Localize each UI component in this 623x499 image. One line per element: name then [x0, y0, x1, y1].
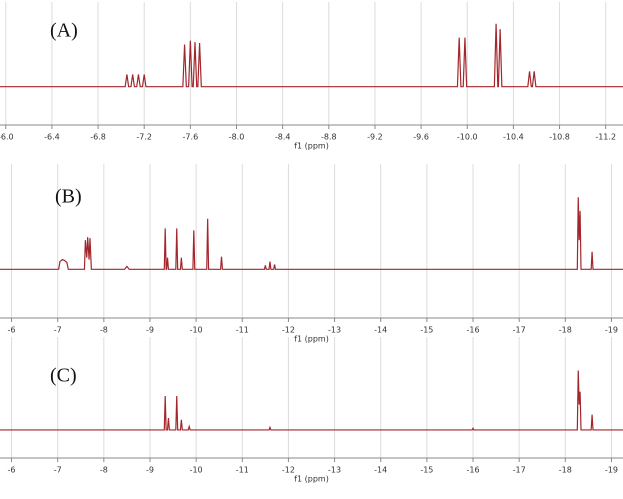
- x-tick-label: -19: [605, 466, 618, 475]
- x-tick-label: -11: [236, 466, 249, 475]
- x-tick-label: -12: [282, 326, 295, 335]
- x-tick-label: -6.4: [44, 133, 60, 142]
- x-tick-label: -8: [100, 326, 108, 335]
- x-tick-label: -18: [559, 326, 572, 335]
- x-tick-label: -7.2: [136, 133, 152, 142]
- x-tick-label: -11.2: [595, 133, 616, 142]
- x-tick-label: -7: [54, 326, 62, 335]
- x-tick-label: -7.6: [183, 133, 199, 142]
- x-tick-label: -16: [466, 466, 479, 475]
- x-tick-label: -14: [374, 466, 387, 475]
- x-tick-label: -16: [466, 326, 479, 335]
- x-tick-label: -10.4: [503, 133, 524, 142]
- x-tick-label: -14: [374, 326, 387, 335]
- x-tick-label: -7: [54, 466, 62, 475]
- x-tick-label: -8: [100, 466, 108, 475]
- x-axis-label: f1 (ppm): [294, 475, 329, 484]
- x-tick-label: -9.2: [367, 133, 383, 142]
- x-tick-label: -19: [605, 326, 618, 335]
- panel-label: (A): [50, 20, 78, 42]
- x-tick-label: -10: [190, 466, 203, 475]
- x-tick-label: -6.8: [90, 133, 106, 142]
- panel-label: (C): [50, 365, 77, 387]
- x-tick-label: -10: [190, 326, 203, 335]
- x-tick-label: -12: [282, 466, 295, 475]
- x-tick-label: -13: [328, 326, 341, 335]
- x-tick-label: -11: [236, 326, 249, 335]
- x-tick-label: -15: [420, 326, 433, 335]
- x-tick-label: -8.4: [275, 133, 291, 142]
- x-tick-label: -9: [146, 326, 154, 335]
- spectrum-line: [0, 370, 623, 431]
- x-tick-label: -10.0: [457, 133, 478, 142]
- x-tick-label: -13: [328, 466, 341, 475]
- x-tick-label: -9.6: [413, 133, 429, 142]
- panel-label: (B): [55, 186, 82, 208]
- x-tick-label: -17: [513, 326, 526, 335]
- x-tick-label: -6: [8, 466, 16, 475]
- spectrum-line: [0, 197, 623, 270]
- x-tick-label: -6.0: [0, 133, 14, 142]
- x-tick-label: -10.8: [549, 133, 570, 142]
- x-axis-label: f1 (ppm): [294, 142, 329, 151]
- x-tick-label: -6: [8, 326, 16, 335]
- x-tick-label: -18: [559, 466, 572, 475]
- x-tick-label: -9: [146, 466, 154, 475]
- x-axis-label: f1 (ppm): [294, 335, 329, 344]
- x-tick-label: -15: [420, 466, 433, 475]
- x-tick-label: -17: [513, 466, 526, 475]
- x-tick-label: -8.0: [229, 133, 245, 142]
- x-tick-label: -8.8: [321, 133, 337, 142]
- spectrum-line: [0, 23, 623, 88]
